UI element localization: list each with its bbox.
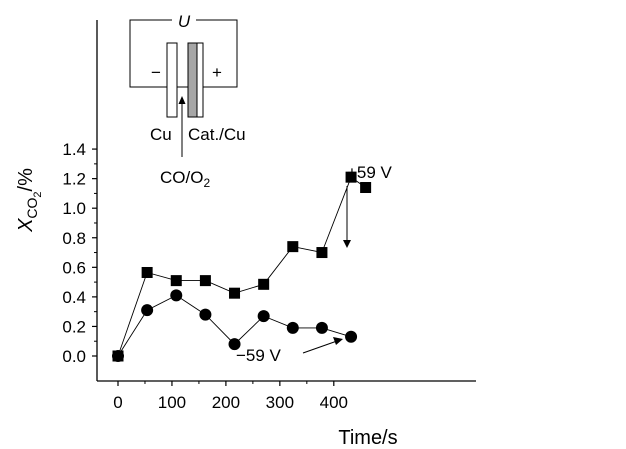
y-tick-label: 0.8	[62, 229, 86, 248]
y-tick-label: 1.0	[62, 199, 86, 218]
data-point-square	[170, 275, 182, 287]
inset-gas-arrowhead	[178, 96, 186, 104]
series-markers	[112, 171, 372, 362]
annotation-minus: −59 V	[236, 337, 343, 365]
data-point-square	[360, 182, 372, 194]
annotation-plus-label: +59 V	[347, 163, 393, 182]
axes	[96, 20, 476, 382]
inset-voltage-label: U	[178, 12, 191, 31]
data-point-square	[345, 171, 357, 183]
annotation-plus: +59 V	[343, 163, 393, 248]
x-tick-label: 200	[212, 393, 240, 412]
inset-gas-subscript: 2	[203, 176, 210, 190]
inset-electrode-right-backing	[196, 42, 204, 118]
inset-minus-sign: −	[151, 63, 161, 82]
data-point-circle	[112, 350, 124, 362]
y-tick-label: 0.2	[62, 317, 86, 336]
data-point-square	[229, 287, 241, 299]
y-tick-label: 0.0	[62, 347, 86, 366]
data-point-circle	[286, 321, 299, 334]
svg-text:XCO2/%: XCO2/%	[15, 168, 44, 233]
data-point-circle	[141, 304, 154, 317]
data-point-circle	[345, 330, 358, 343]
data-point-circle	[170, 289, 183, 302]
data-point-square	[287, 241, 299, 253]
inset-circuit-wire	[129, 19, 238, 88]
series-line-square	[117, 176, 366, 357]
annotation-minus-arrow	[302, 340, 338, 354]
data-point-circle	[228, 338, 241, 351]
y-axis-title: XCO2/%	[15, 168, 44, 233]
data-point-circle	[199, 308, 212, 321]
y-ticks: 0.0 0.2 0.4 0.6 0.8 1.0 1.2 1.4	[62, 140, 97, 366]
y-tick-label: 0.6	[62, 258, 86, 277]
data-point-square	[141, 266, 153, 278]
inset-electrode-right	[187, 42, 198, 118]
x-axis-title: Time/s	[338, 427, 397, 449]
data-point-square	[258, 278, 270, 290]
inset-gas-label: CO/O	[160, 168, 203, 187]
x-tick-label: 0	[113, 393, 122, 412]
inset-left-electrode-label: Cu	[150, 125, 172, 144]
y-axis-title-sub: CO	[24, 197, 40, 218]
series-lines	[117, 176, 366, 357]
data-point-circle	[257, 310, 270, 323]
y-tick-label: 1.4	[62, 140, 86, 159]
x-tick-label: 300	[266, 393, 294, 412]
y-tick-label: 0.4	[62, 288, 86, 307]
y-axis-title-unit: /%	[15, 168, 37, 192]
inset-right-electrode-label: Cat./Cu	[188, 125, 246, 144]
y-axis-title-main: X	[15, 218, 37, 233]
annotation-plus-arrowhead	[343, 240, 351, 248]
data-point-square	[316, 247, 328, 259]
x-tick-label: 100	[158, 393, 186, 412]
annotation-minus-label: −59 V	[236, 346, 282, 365]
annotation-minus-arrowhead	[333, 337, 343, 345]
inset-schematic: U − + Cu Cat./Cu CO/O2	[129, 12, 246, 190]
svg-text:CO/O2: CO/O2	[160, 168, 210, 190]
y-tick-label: 1.2	[62, 170, 86, 189]
inset-electrode-left	[166, 42, 178, 118]
inset-plus-sign: +	[212, 63, 222, 82]
data-point-square	[199, 275, 211, 287]
y-axis-title-subsub: 2	[32, 191, 44, 197]
data-point-circle	[315, 321, 328, 334]
x-ticks: 0 100 200 300 400	[113, 381, 348, 412]
x-tick-label: 400	[320, 393, 348, 412]
